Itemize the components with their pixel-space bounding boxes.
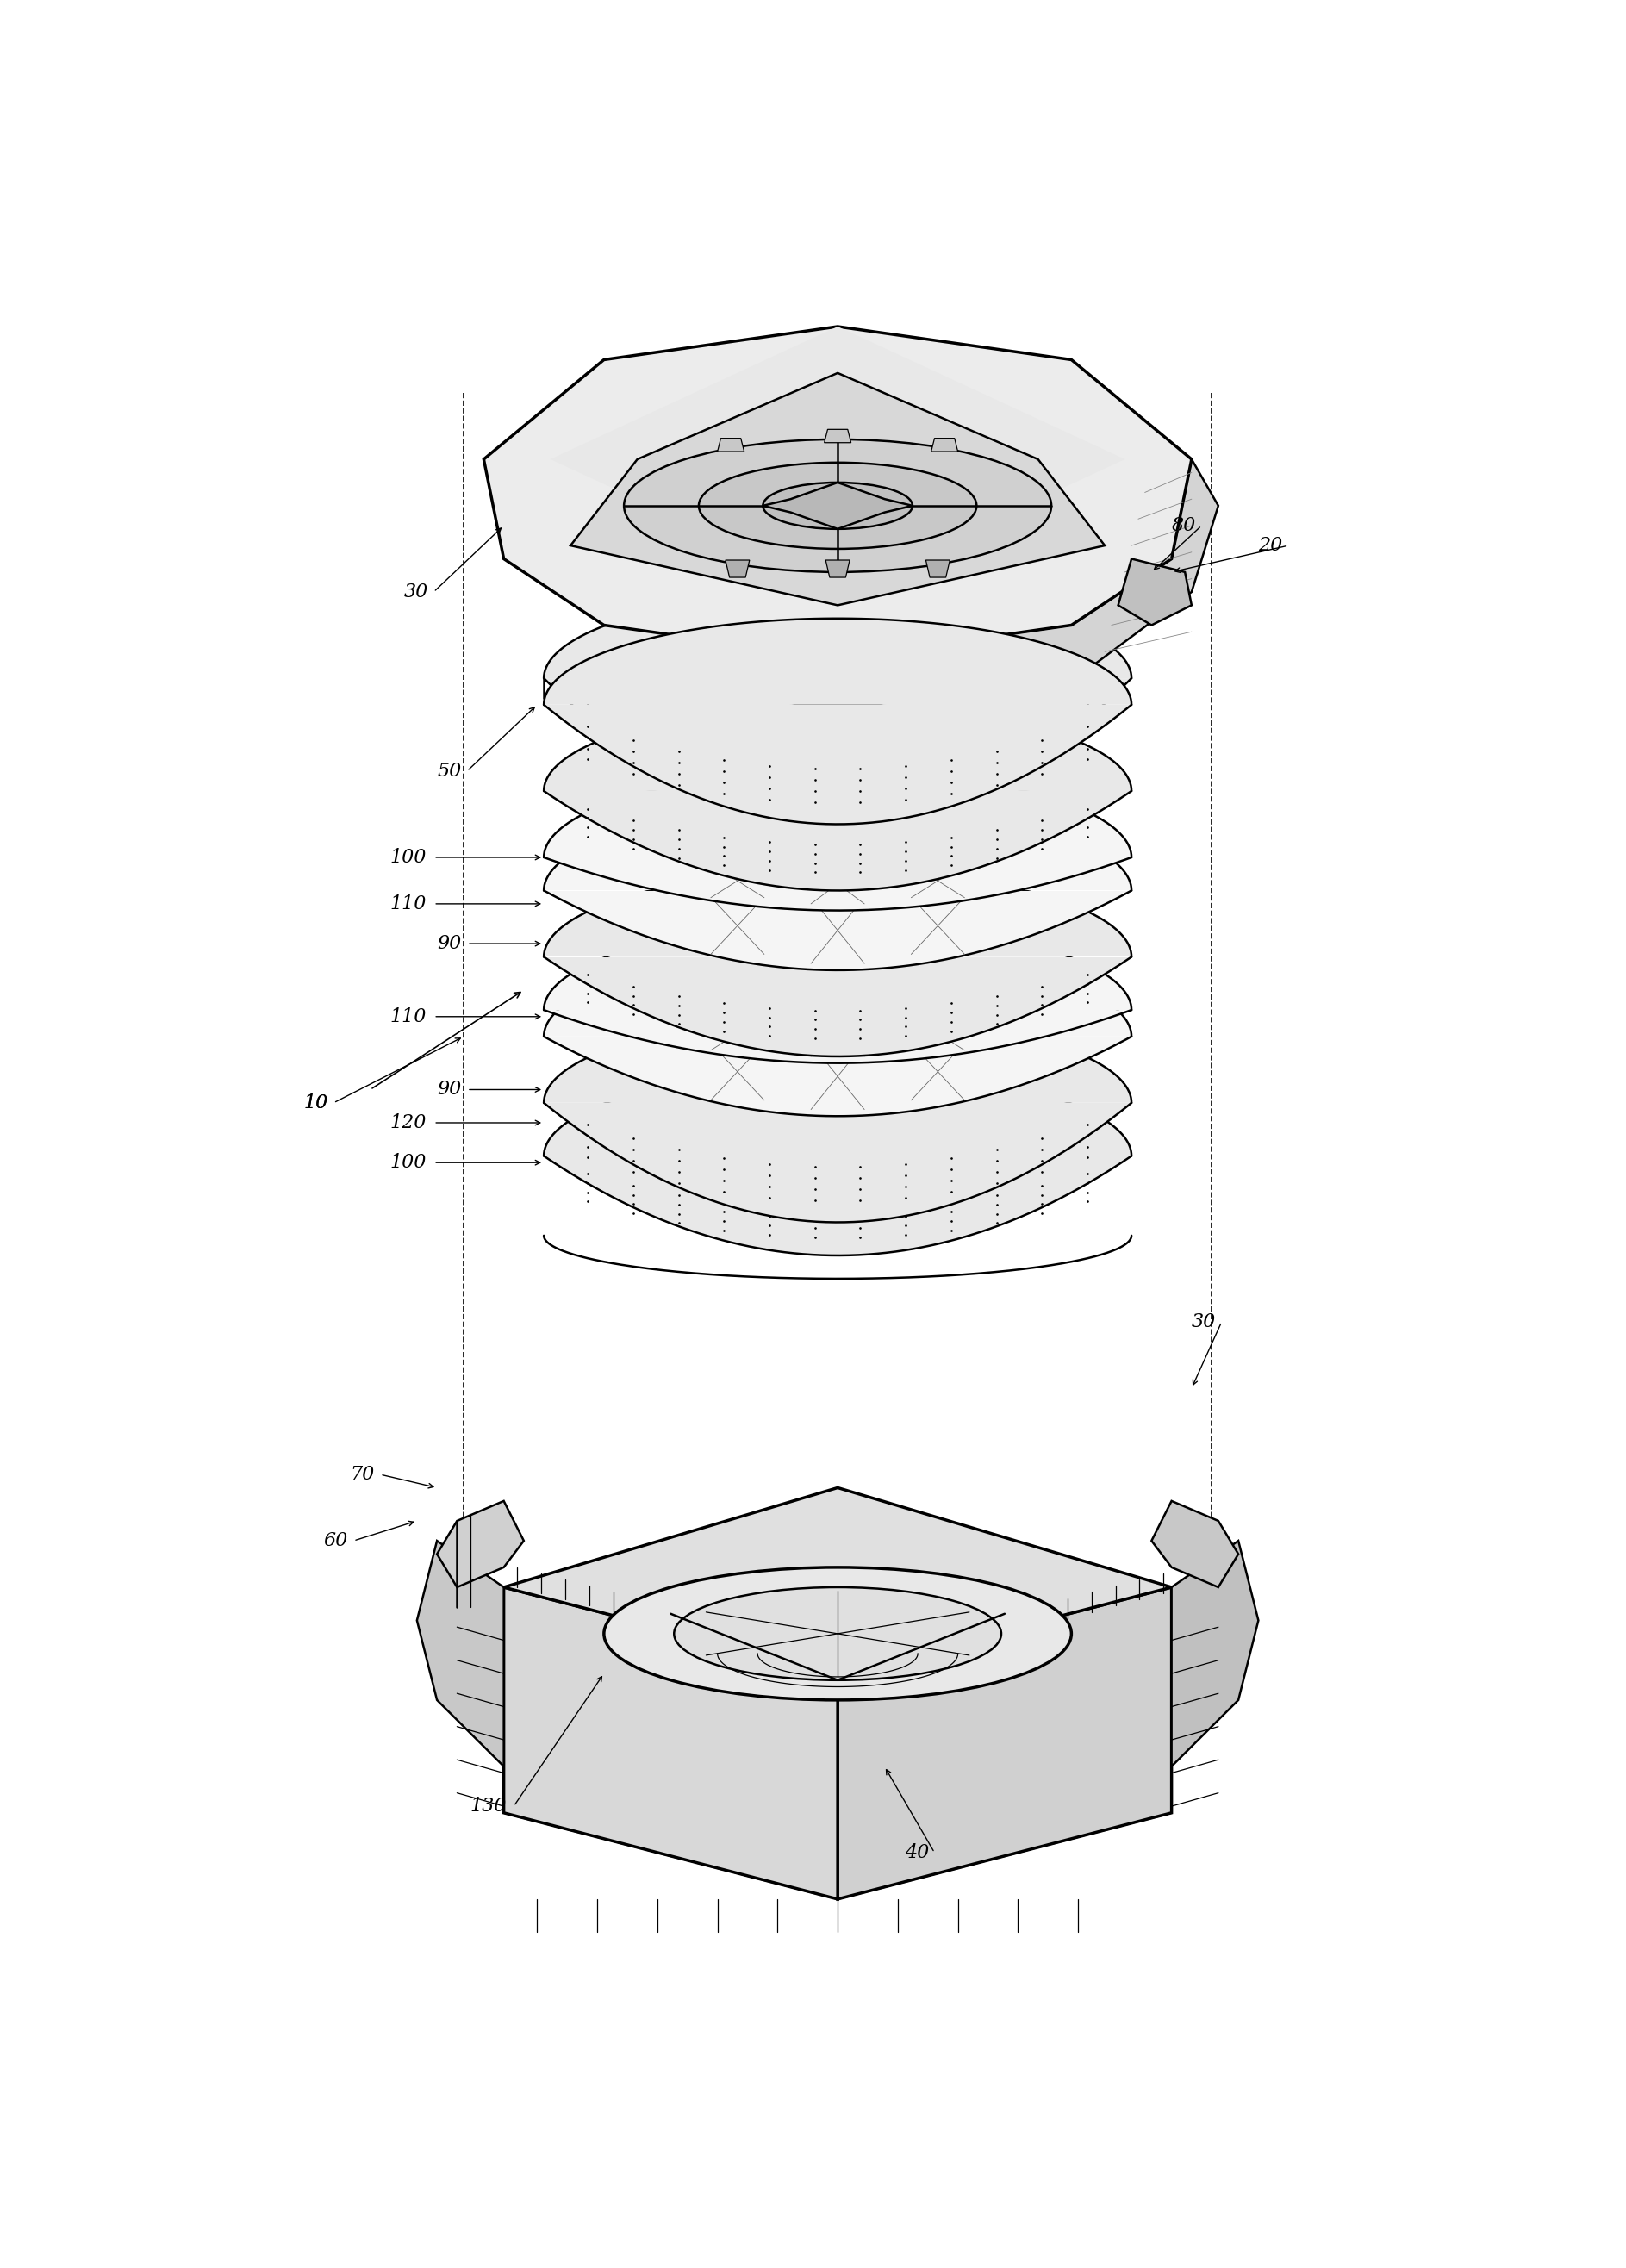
Polygon shape <box>543 1016 1132 1222</box>
Ellipse shape <box>763 483 912 528</box>
Polygon shape <box>543 923 1132 1064</box>
Polygon shape <box>551 327 1125 592</box>
Text: 110: 110 <box>390 1007 426 1025</box>
Polygon shape <box>504 1488 1172 1674</box>
Text: 50: 50 <box>437 762 462 780</box>
Text: 100: 100 <box>390 848 426 866</box>
Text: 30: 30 <box>403 583 428 601</box>
Polygon shape <box>824 429 850 442</box>
Text: 40: 40 <box>904 1844 928 1862</box>
Polygon shape <box>543 771 1132 909</box>
Polygon shape <box>543 1070 1132 1256</box>
Polygon shape <box>543 871 1132 1057</box>
Polygon shape <box>543 805 1132 971</box>
Polygon shape <box>416 1540 504 1767</box>
Text: 120: 120 <box>390 1114 426 1132</box>
Polygon shape <box>543 592 1132 823</box>
Text: 90: 90 <box>437 1080 462 1100</box>
Polygon shape <box>1172 1540 1259 1767</box>
Text: 10: 10 <box>304 1093 328 1111</box>
Ellipse shape <box>603 1567 1072 1701</box>
Polygon shape <box>925 560 950 578</box>
Polygon shape <box>1119 558 1192 626</box>
Polygon shape <box>504 1588 837 1898</box>
Text: 80: 80 <box>1172 517 1195 535</box>
Text: 30: 30 <box>1192 1313 1216 1331</box>
Ellipse shape <box>624 440 1052 572</box>
Polygon shape <box>1151 1501 1239 1588</box>
Ellipse shape <box>675 1588 1002 1681</box>
Text: 110: 110 <box>390 894 426 914</box>
Text: 60: 60 <box>324 1531 348 1551</box>
Polygon shape <box>837 460 1218 705</box>
Polygon shape <box>571 372 1104 606</box>
Ellipse shape <box>699 463 977 549</box>
Text: 90: 90 <box>437 934 462 953</box>
Polygon shape <box>763 483 912 528</box>
Text: 20: 20 <box>1259 535 1283 556</box>
Polygon shape <box>725 560 750 578</box>
Polygon shape <box>437 1501 524 1588</box>
Text: 70: 70 <box>350 1465 374 1483</box>
Polygon shape <box>932 438 958 451</box>
Polygon shape <box>837 1588 1172 1898</box>
Polygon shape <box>758 658 917 705</box>
Text: 10: 10 <box>304 1093 328 1111</box>
Polygon shape <box>483 327 1192 658</box>
Polygon shape <box>504 1799 1172 1898</box>
Polygon shape <box>543 705 1132 891</box>
Polygon shape <box>717 438 745 451</box>
Polygon shape <box>543 619 1132 823</box>
Polygon shape <box>826 560 850 578</box>
Text: 130: 130 <box>470 1796 507 1817</box>
Text: 100: 100 <box>390 1152 426 1173</box>
Polygon shape <box>543 950 1132 1116</box>
